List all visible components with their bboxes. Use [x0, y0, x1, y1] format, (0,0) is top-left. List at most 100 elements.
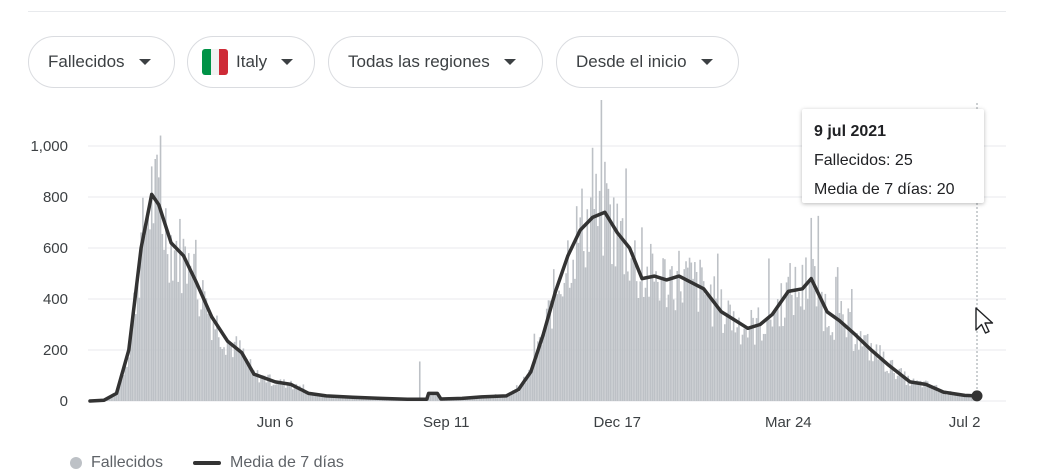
bar — [537, 341, 539, 401]
bar — [113, 394, 116, 401]
bar — [826, 327, 828, 401]
bar — [870, 343, 872, 401]
top-divider — [28, 11, 1006, 12]
deaths-chart[interactable]: 0 200 400 600 800 1,000 Jun 6 Sep 11 Dec 17 Mar 2… — [0, 100, 1060, 445]
bar — [233, 341, 236, 401]
bar — [473, 397, 476, 401]
bar — [709, 284, 712, 401]
bar — [828, 326, 830, 401]
bar — [600, 100, 603, 401]
bar — [882, 351, 885, 401]
bar — [586, 209, 589, 401]
bar — [678, 250, 680, 401]
bar — [126, 366, 128, 401]
bar — [752, 317, 754, 401]
bar — [755, 318, 758, 401]
bar — [859, 331, 862, 401]
bar — [563, 282, 566, 401]
bar — [685, 261, 687, 401]
bar — [886, 370, 888, 401]
bar — [195, 239, 197, 401]
bar — [478, 396, 481, 401]
bar — [291, 389, 294, 401]
bar — [355, 397, 358, 401]
metric-filter-button[interactable]: Fallecidos — [28, 36, 175, 88]
bar — [956, 395, 959, 401]
bar — [616, 203, 619, 401]
country-filter-button[interactable]: Italy — [187, 36, 315, 88]
bar — [969, 394, 971, 401]
bar — [903, 371, 906, 401]
bar — [905, 384, 908, 401]
bar — [110, 397, 112, 401]
bar — [168, 282, 171, 401]
bar — [891, 359, 894, 401]
bar — [124, 365, 127, 401]
bar — [930, 387, 932, 401]
bar — [672, 299, 675, 401]
bar — [584, 267, 587, 401]
bar — [949, 391, 952, 401]
bar — [851, 289, 853, 401]
chevron-down-icon — [503, 59, 516, 65]
tooltip-average: Media de 7 días: 20 — [814, 181, 955, 198]
bar — [329, 396, 331, 401]
range-filter-button[interactable]: Desde el inicio — [556, 36, 739, 88]
bar — [239, 340, 241, 401]
bar — [935, 384, 938, 401]
bar — [350, 397, 352, 401]
bar — [821, 291, 823, 401]
bar — [163, 249, 165, 401]
bar — [418, 361, 421, 401]
bar — [782, 326, 784, 401]
bar — [475, 398, 477, 401]
bar — [923, 381, 925, 401]
y-tick-label: 0 — [60, 393, 68, 410]
bar — [919, 380, 922, 401]
bar — [852, 351, 855, 401]
bar — [912, 378, 915, 401]
region-filter-button[interactable]: Todas las regiones — [328, 36, 543, 88]
bar — [898, 368, 901, 401]
legend-bars-swatch — [70, 457, 82, 469]
bar — [794, 266, 797, 401]
bar — [542, 332, 544, 401]
bar — [759, 323, 761, 401]
bar — [695, 271, 698, 401]
bar — [247, 366, 250, 401]
y-tick-label: 200 — [43, 342, 68, 359]
bar — [436, 393, 439, 401]
bar — [341, 396, 343, 401]
bar — [724, 324, 726, 401]
bar — [729, 304, 731, 401]
bar — [902, 376, 904, 401]
bar — [836, 267, 839, 401]
bar — [323, 396, 326, 401]
bar — [549, 300, 552, 401]
bar — [484, 397, 486, 401]
bar — [665, 307, 668, 401]
bar — [743, 328, 746, 401]
metric-filter-label: Fallecidos — [48, 52, 125, 71]
bar — [230, 343, 232, 401]
bar — [960, 395, 962, 401]
bar — [258, 382, 261, 401]
bar — [122, 374, 125, 401]
bar — [621, 218, 624, 401]
bar — [544, 326, 546, 401]
bar — [477, 397, 479, 401]
bar — [718, 310, 721, 401]
bar — [942, 393, 945, 401]
bar — [336, 396, 338, 401]
bar — [117, 389, 120, 401]
bar — [547, 300, 550, 401]
bar — [501, 396, 504, 401]
bar — [334, 396, 336, 401]
bar — [780, 283, 783, 401]
bar — [688, 257, 691, 401]
bar — [840, 301, 843, 401]
bar — [657, 281, 659, 401]
bar — [843, 323, 846, 401]
bar — [150, 166, 153, 401]
bar — [507, 396, 509, 401]
